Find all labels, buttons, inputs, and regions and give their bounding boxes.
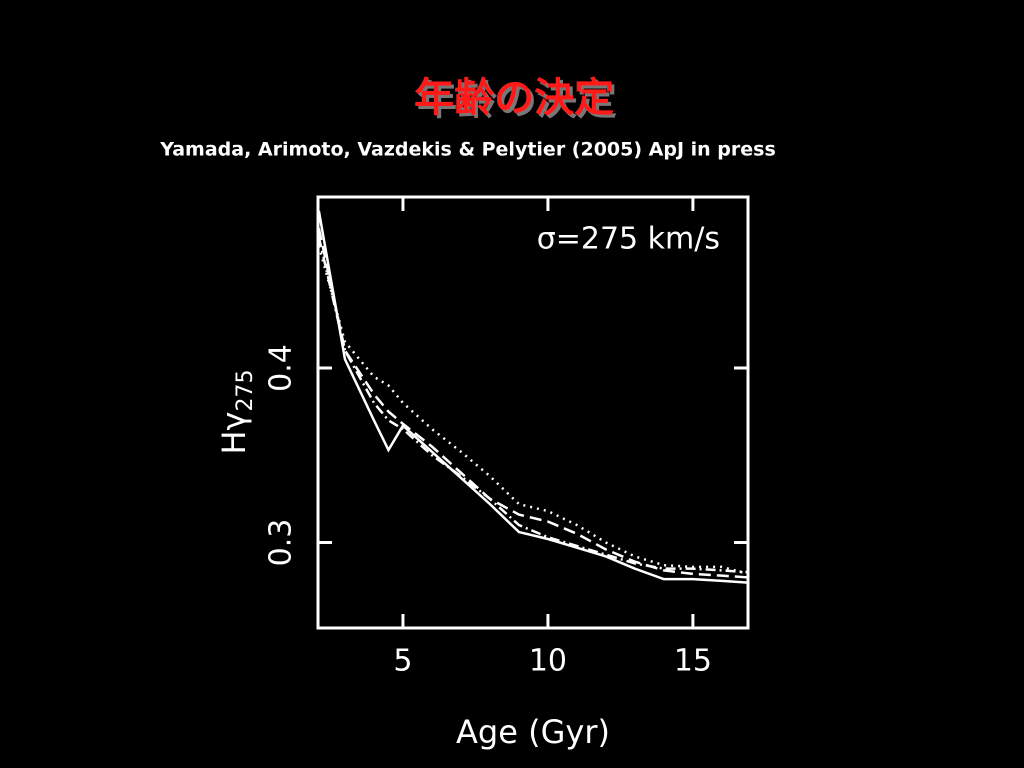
x-tick-label: 15 — [674, 644, 712, 679]
y-axis-label-sub: 275 — [233, 370, 258, 412]
y-axis-label-main: Hγ — [215, 412, 253, 455]
y-tick-label: 0.4 — [264, 344, 299, 392]
plot-frame — [316, 195, 750, 630]
x-tick-label: 10 — [529, 644, 567, 679]
x-axis-label: Age (Gyr) — [456, 713, 610, 751]
series-line — [318, 245, 748, 576]
x-tick-label: 5 — [393, 644, 412, 679]
series-line — [318, 228, 748, 579]
citation: Yamada, Arimoto, Vazdekis & Pelytier (20… — [159, 139, 776, 161]
annotation: σ=275 km/s — [537, 222, 720, 257]
series-line — [318, 210, 748, 584]
series-line — [318, 236, 748, 574]
y-tick-label: 0.3 — [264, 519, 299, 567]
slide-title: 年齢の決定 — [414, 75, 614, 121]
y-axis-label: Hγ275 — [215, 370, 258, 455]
